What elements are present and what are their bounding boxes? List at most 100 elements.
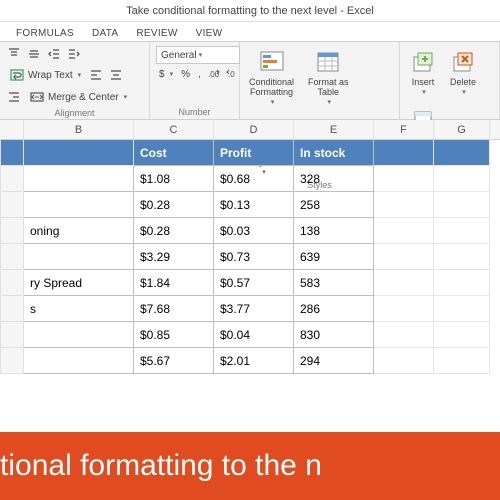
row-header[interactable] <box>0 140 24 166</box>
cell[interactable]: Cost <box>134 140 214 166</box>
cell[interactable]: 258 <box>294 192 374 218</box>
cell[interactable] <box>24 166 134 192</box>
tab-view[interactable]: VIEW <box>188 25 231 41</box>
tab-data[interactable]: DATA <box>84 25 126 41</box>
tab-review[interactable]: REVIEW <box>128 25 185 41</box>
row-header[interactable] <box>0 166 24 192</box>
currency-button[interactable]: $ <box>156 66 176 82</box>
cell[interactable]: $0.57 <box>214 270 294 296</box>
format-as-table-button[interactable]: Format as Table <box>305 46 352 108</box>
cell[interactable]: $0.28 <box>134 192 214 218</box>
cell[interactable]: 639 <box>294 244 374 270</box>
cell[interactable]: $0.73 <box>214 244 294 270</box>
cell[interactable]: 286 <box>294 296 374 322</box>
increase-decimal-icon[interactable]: .00 <box>206 66 222 82</box>
cell[interactable] <box>374 218 434 244</box>
selectall-corner[interactable] <box>0 120 24 139</box>
cell[interactable]: $7.68 <box>134 296 214 322</box>
row-header[interactable] <box>0 348 24 374</box>
cell[interactable] <box>434 322 490 348</box>
cell[interactable] <box>374 140 434 166</box>
cell[interactable]: oning <box>24 218 134 244</box>
cell[interactable]: 138 <box>294 218 374 244</box>
cell[interactable] <box>374 192 434 218</box>
cell[interactable]: $0.03 <box>214 218 294 244</box>
cell[interactable]: $3.77 <box>214 296 294 322</box>
col-header-B[interactable]: B <box>24 120 134 139</box>
cell[interactable]: $2.01 <box>214 348 294 374</box>
tab-formulas[interactable]: FORMULAS <box>8 25 82 41</box>
col-header-C[interactable]: C <box>134 120 214 139</box>
ribbon: Wrap Text Merge & Center Alignment Ge <box>0 42 500 120</box>
conditional-formatting-button[interactable]: Conditional Formatting <box>246 46 297 108</box>
align-left-icon[interactable] <box>88 67 104 83</box>
align-center-icon[interactable] <box>108 67 124 83</box>
row-header[interactable] <box>0 296 24 322</box>
number-format-value: General <box>161 50 197 61</box>
table-row: $1.08$0.68328 <box>0 166 500 192</box>
cell[interactable]: In stock <box>294 140 374 166</box>
wrap-text-button[interactable]: Wrap Text <box>6 66 84 84</box>
cell[interactable]: $5.67 <box>134 348 214 374</box>
cell[interactable]: 830 <box>294 322 374 348</box>
row-header[interactable] <box>0 244 24 270</box>
cell[interactable]: $1.08 <box>134 166 214 192</box>
cell[interactable] <box>434 348 490 374</box>
delete-button[interactable]: Delete <box>446 46 480 98</box>
cell[interactable] <box>374 270 434 296</box>
cell[interactable] <box>374 348 434 374</box>
cell[interactable] <box>24 244 134 270</box>
cell[interactable] <box>374 322 434 348</box>
cell[interactable]: $0.28 <box>134 218 214 244</box>
col-header-F[interactable]: F <box>374 120 434 139</box>
col-header-D[interactable]: D <box>214 120 294 139</box>
indent-increase-icon[interactable] <box>66 46 82 62</box>
cell[interactable]: 583 <box>294 270 374 296</box>
align-middle-icon[interactable] <box>26 46 42 62</box>
comma-button[interactable]: , <box>195 66 204 82</box>
cell[interactable]: Profit <box>214 140 294 166</box>
percent-button[interactable]: % <box>178 66 193 82</box>
col-header-E[interactable]: E <box>294 120 374 139</box>
cell[interactable]: $0.68 <box>214 166 294 192</box>
row-header[interactable] <box>0 218 24 244</box>
cell[interactable] <box>24 192 134 218</box>
cell[interactable] <box>434 192 490 218</box>
cell[interactable] <box>434 244 490 270</box>
number-format-select[interactable]: General <box>156 46 240 64</box>
merge-center-icon <box>29 89 45 105</box>
cell[interactable]: $3.29 <box>134 244 214 270</box>
cell[interactable] <box>374 166 434 192</box>
row-header[interactable] <box>0 322 24 348</box>
row-header[interactable] <box>0 270 24 296</box>
insert-cells-icon <box>409 48 437 76</box>
cell[interactable] <box>374 296 434 322</box>
cell[interactable]: $1.84 <box>134 270 214 296</box>
cell[interactable] <box>434 270 490 296</box>
indent-decrease-icon[interactable] <box>46 46 62 62</box>
col-header-G[interactable]: G <box>434 120 490 139</box>
cell[interactable] <box>434 140 490 166</box>
cell[interactable] <box>434 296 490 322</box>
insert-button[interactable]: Insert <box>406 46 440 98</box>
cell[interactable]: $0.85 <box>134 322 214 348</box>
decrease-decimal-icon[interactable]: .0 <box>224 66 240 82</box>
merge-center-button[interactable]: Merge & Center <box>26 88 130 106</box>
cell[interactable] <box>24 140 134 166</box>
cell[interactable] <box>434 166 490 192</box>
cell[interactable]: 328 <box>294 166 374 192</box>
row-header[interactable] <box>0 192 24 218</box>
cell[interactable] <box>24 322 134 348</box>
grid[interactable]: CostProfitIn stock$1.08$0.68328$0.28$0.1… <box>0 140 500 374</box>
align-right-icon[interactable] <box>6 89 22 105</box>
cell[interactable]: $0.04 <box>214 322 294 348</box>
cell[interactable]: $0.13 <box>214 192 294 218</box>
align-top-icon[interactable] <box>6 46 22 62</box>
cell[interactable]: s <box>24 296 134 322</box>
cell[interactable]: 294 <box>294 348 374 374</box>
cell[interactable] <box>24 348 134 374</box>
cell[interactable] <box>374 244 434 270</box>
number-group-label: Number <box>156 105 233 117</box>
cell[interactable]: ry Spread <box>24 270 134 296</box>
cell[interactable] <box>434 218 490 244</box>
